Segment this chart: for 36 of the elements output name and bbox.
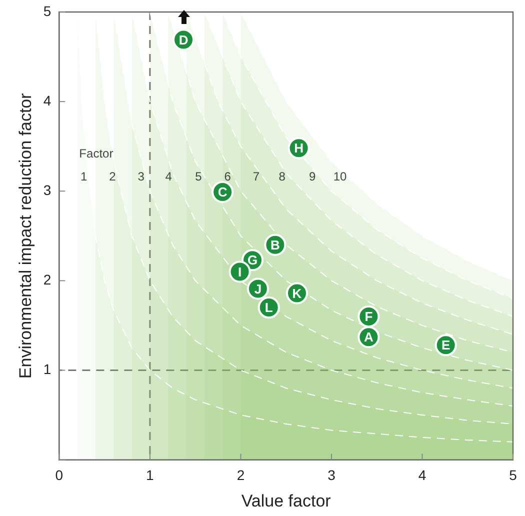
- x-tick-label: 0: [55, 467, 64, 484]
- annotation: 10: [333, 170, 348, 184]
- annotation: 7: [252, 170, 260, 184]
- data-label: J: [254, 281, 262, 296]
- x-tick-label: 1: [146, 467, 154, 484]
- data-label: F: [364, 309, 373, 324]
- annotation: 2: [109, 170, 116, 184]
- x-tick-label: 2: [236, 467, 245, 484]
- data-label: D: [178, 32, 188, 48]
- annotation: 3: [138, 170, 145, 184]
- data-label: L: [264, 300, 273, 316]
- y-tick-label: 4: [43, 92, 52, 108]
- annotation: Factor: [79, 146, 114, 161]
- x-tick-label: 5: [509, 467, 518, 484]
- x-tick-label: 3: [328, 467, 336, 484]
- y-tick-label: 1: [43, 361, 52, 378]
- data-label: I: [238, 264, 242, 280]
- data-label: G: [247, 252, 258, 268]
- y-tick-label: 2: [43, 272, 52, 288]
- y-axis-title: Environmental impact reduction factor: [16, 92, 35, 379]
- data-label: C: [218, 184, 228, 200]
- annotation: 6: [224, 170, 232, 184]
- data-label: A: [364, 330, 374, 345]
- y-tick-label: 5: [43, 2, 52, 19]
- data-label: H: [294, 140, 304, 156]
- annotation: 4: [165, 170, 172, 184]
- annotation: 8: [278, 170, 286, 184]
- annotation: 5: [195, 170, 202, 184]
- x-tick-label: 4: [418, 467, 426, 484]
- annotation: 1: [80, 170, 88, 184]
- x-axis-title: Value factor: [241, 491, 332, 510]
- data-label: K: [292, 286, 302, 301]
- data-label: E: [442, 338, 450, 353]
- annotation: 9: [309, 170, 316, 184]
- data-label: B: [270, 237, 280, 252]
- y-tick-label: 3: [43, 182, 52, 198]
